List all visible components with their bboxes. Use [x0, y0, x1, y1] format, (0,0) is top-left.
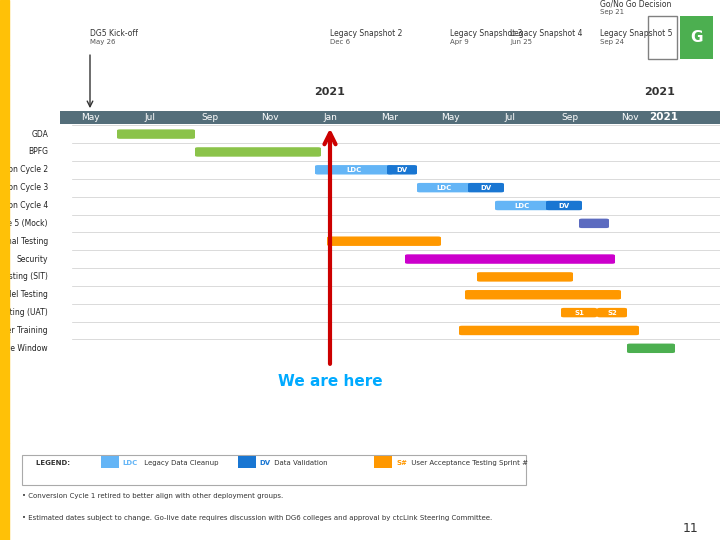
- Text: May 26: May 26: [90, 39, 115, 45]
- FancyBboxPatch shape: [468, 183, 504, 192]
- Text: DG5 Kick-off: DG5 Kick-off: [90, 29, 138, 37]
- FancyBboxPatch shape: [238, 456, 256, 468]
- Text: • Conversion Cycle 1 retired to better align with other deployment groups.: • Conversion Cycle 1 retired to better a…: [22, 494, 283, 500]
- Text: S1: S1: [574, 309, 584, 315]
- FancyBboxPatch shape: [315, 165, 393, 174]
- FancyBboxPatch shape: [680, 16, 713, 59]
- Text: Data Validation: Data Validation: [272, 460, 328, 467]
- Text: S#: S#: [396, 460, 407, 467]
- FancyBboxPatch shape: [459, 326, 639, 335]
- Text: System Integration Testing (SIT): System Integration Testing (SIT): [0, 272, 48, 281]
- Text: Go/No Go Decision: Go/No Go Decision: [600, 0, 671, 8]
- FancyBboxPatch shape: [195, 147, 321, 157]
- Text: GDA: GDA: [31, 130, 48, 139]
- Text: May: May: [441, 113, 459, 122]
- Text: LEGEND:: LEGEND:: [36, 460, 73, 467]
- FancyBboxPatch shape: [477, 272, 573, 282]
- Text: User Acceptance Testing (UAT): User Acceptance Testing (UAT): [0, 308, 48, 317]
- Text: Conversion Cycle 5 (Mock): Conversion Cycle 5 (Mock): [0, 219, 48, 228]
- FancyBboxPatch shape: [417, 183, 471, 192]
- Text: Nov: Nov: [261, 113, 279, 122]
- Text: LDC: LDC: [514, 202, 530, 208]
- FancyBboxPatch shape: [495, 201, 549, 210]
- Text: 2020: 2020: [12, 112, 41, 122]
- Text: Sep 24: Sep 24: [600, 39, 624, 45]
- Text: Sep 21: Sep 21: [600, 10, 624, 16]
- Text: Legacy Data Cleanup: Legacy Data Cleanup: [142, 460, 218, 467]
- Text: Jan: Jan: [323, 113, 337, 122]
- FancyBboxPatch shape: [60, 111, 720, 124]
- Text: Functional Testing: Functional Testing: [0, 237, 48, 246]
- FancyBboxPatch shape: [22, 455, 526, 484]
- Text: Parallel Testing: Parallel Testing: [0, 291, 48, 299]
- Text: Legacy Snapshot 4: Legacy Snapshot 4: [510, 29, 582, 37]
- Text: DV: DV: [480, 185, 492, 191]
- FancyBboxPatch shape: [546, 201, 582, 210]
- Text: Jun 25: Jun 25: [510, 39, 532, 45]
- Text: BPFG: BPFG: [28, 147, 48, 157]
- FancyBboxPatch shape: [465, 290, 621, 300]
- Text: S2: S2: [607, 309, 617, 315]
- FancyBboxPatch shape: [405, 254, 615, 264]
- Text: 2021: 2021: [315, 87, 346, 97]
- FancyBboxPatch shape: [648, 16, 677, 59]
- Text: We are here: We are here: [278, 374, 382, 389]
- FancyBboxPatch shape: [627, 343, 675, 353]
- Text: DV: DV: [259, 460, 270, 467]
- Text: 2021: 2021: [649, 112, 678, 122]
- Text: • Estimated dates subject to change. Go-live date requires discussion with DG6 c: • Estimated dates subject to change. Go-…: [22, 515, 492, 521]
- Text: Mar: Mar: [382, 113, 398, 122]
- Text: Deployment Group 5 Timeline (High Level Phases): Deployment Group 5 Timeline (High Level …: [69, 29, 579, 47]
- Text: May: May: [81, 113, 99, 122]
- Text: Sep: Sep: [562, 113, 579, 122]
- Text: LDC: LDC: [436, 185, 451, 191]
- Text: Conversion Cycle 2: Conversion Cycle 2: [0, 165, 48, 174]
- Text: Sep: Sep: [202, 113, 219, 122]
- FancyBboxPatch shape: [387, 165, 417, 174]
- Text: End-User Training: End-User Training: [0, 326, 48, 335]
- FancyBboxPatch shape: [101, 456, 119, 468]
- Text: Jul: Jul: [505, 113, 516, 122]
- Text: Conversion Cycle 3: Conversion Cycle 3: [0, 183, 48, 192]
- FancyBboxPatch shape: [579, 219, 609, 228]
- Text: Conversion Cycle 4: Conversion Cycle 4: [0, 201, 48, 210]
- Text: Apr 9: Apr 9: [450, 39, 469, 45]
- Text: Legacy Snapshot 3: Legacy Snapshot 3: [450, 29, 523, 37]
- Text: 11: 11: [683, 522, 698, 535]
- Text: DV: DV: [397, 167, 408, 173]
- Text: Legacy Snapshot 5: Legacy Snapshot 5: [600, 29, 672, 37]
- Text: G: G: [690, 30, 703, 45]
- Text: LDC: LDC: [122, 460, 138, 467]
- Text: LDC: LDC: [346, 167, 361, 173]
- Text: DV: DV: [559, 202, 570, 208]
- Text: Legacy Snapshot 2: Legacy Snapshot 2: [330, 29, 402, 37]
- Text: Go-Live Window: Go-Live Window: [0, 344, 48, 353]
- Text: Security: Security: [17, 254, 48, 264]
- Text: User Acceptance Testing Sprint #: User Acceptance Testing Sprint #: [409, 460, 528, 467]
- FancyBboxPatch shape: [597, 308, 627, 318]
- Text: Nov: Nov: [621, 113, 639, 122]
- FancyBboxPatch shape: [327, 237, 441, 246]
- Text: Jul: Jul: [145, 113, 156, 122]
- Text: 2021: 2021: [644, 87, 675, 97]
- FancyBboxPatch shape: [374, 456, 392, 468]
- FancyBboxPatch shape: [561, 308, 597, 318]
- FancyBboxPatch shape: [117, 130, 195, 139]
- Text: Dec 6: Dec 6: [330, 39, 350, 45]
